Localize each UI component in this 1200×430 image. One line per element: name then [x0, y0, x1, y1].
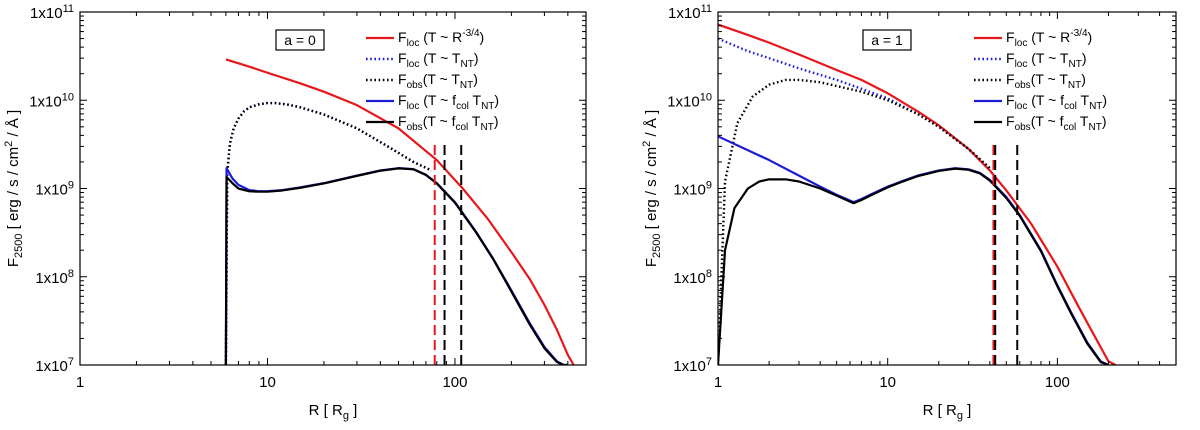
- spin-annotation-text: a = 0: [284, 32, 316, 48]
- y-tick-label: 1x109: [35, 180, 74, 199]
- series-line-3: [224, 101, 433, 365]
- legend-label: Floc (T ~ TNT): [398, 50, 478, 70]
- series-line-1: [225, 58, 575, 365]
- series-line-4: [224, 167, 568, 365]
- y-tick-label: 1x1010: [667, 91, 712, 110]
- y-tick-label: 1x1011: [30, 3, 74, 22]
- series-line-5: [718, 167, 1109, 365]
- series-group: [224, 58, 575, 365]
- legend-label: Fobs(T ~ TNT): [398, 71, 478, 91]
- spin-annotation-text: a = 1: [871, 32, 903, 48]
- legend-label: Floc (T ~ TNT): [1006, 50, 1086, 70]
- legend: Floc (T ~ R-3/4)Floc (T ~ TNT)Fobs(T ~ T…: [366, 28, 499, 133]
- series-group: [718, 23, 1117, 365]
- series-line-2: [224, 101, 433, 365]
- y-tick-label: 1x109: [673, 180, 712, 199]
- y-tick-label: 1x107: [35, 356, 74, 375]
- x-axis-label: R [ Rg ]: [923, 402, 972, 422]
- y-tick-label: 1x108: [673, 268, 712, 287]
- y-tick-label: 1x1010: [29, 91, 74, 110]
- spin-annotation: a = 1: [862, 29, 912, 51]
- legend-label: Floc (T ~ R-3/4): [1006, 28, 1092, 49]
- series-line-3: [718, 78, 991, 365]
- legend-label: Fobs(T ~ TNT): [1006, 71, 1086, 91]
- plot-frame: [79, 11, 587, 366]
- y-axis: 1x107 1x108 1x109 1x1010 1x1011: [667, 3, 1176, 375]
- y-tick-label: 1x107: [673, 356, 712, 375]
- right-panel-a1: 1 10 100 1x107 1x108 1x109 1x1010 1x1011 R [ Rg …: [641, 3, 1177, 422]
- spin-annotation-box: [862, 29, 912, 51]
- x-tick-label: 1: [714, 374, 722, 391]
- spin-annotation: a = 0: [275, 29, 325, 51]
- plot-frame: [717, 11, 1177, 366]
- x-axis: 1 10 100: [76, 12, 587, 391]
- legend-label: Floc (T ~ R-3/4): [398, 28, 484, 49]
- spin-annotation-box: [275, 29, 325, 51]
- y-axis-label: F2500 [ erg / s / cm2 / Å ]: [641, 110, 663, 267]
- x-tick-label: 1: [76, 374, 84, 391]
- legend-label: Floc (T ~ fcol TNT): [1006, 92, 1107, 112]
- series-line-2: [718, 37, 991, 170]
- y-axis: 1x107 1x108 1x109 1x1010 1x1011: [29, 3, 586, 375]
- x-tick-label: 100: [442, 374, 467, 391]
- x-axis: 1 10 100: [714, 12, 1177, 391]
- y-axis-label: F2500 [ erg / s / cm2 / Å ]: [3, 110, 25, 267]
- legend-label: Fobs(T ~ fcol TNT): [1006, 113, 1107, 133]
- y-tick-label: 1x1011: [668, 3, 712, 22]
- x-tick-label: 10: [259, 374, 276, 391]
- series-line-5: [224, 167, 568, 365]
- y-tick-label: 1x108: [35, 268, 74, 287]
- legend-label: Floc (T ~ fcol TNT): [398, 92, 499, 112]
- x-axis-label: R [ Rg ]: [309, 402, 358, 422]
- legend-label: Fobs(T ~ fcol TNT): [398, 113, 499, 133]
- legend: Floc (T ~ R-3/4)Floc (T ~ TNT)Fobs(T ~ T…: [974, 28, 1107, 133]
- left-panel-a0: 1 10 100 1x107 1x108 1x109 1x1010 1x1011 R [ Rg …: [3, 3, 587, 422]
- series-line-4: [718, 135, 1109, 365]
- x-tick-label: 10: [879, 374, 896, 391]
- x-tick-label: 100: [1045, 374, 1070, 391]
